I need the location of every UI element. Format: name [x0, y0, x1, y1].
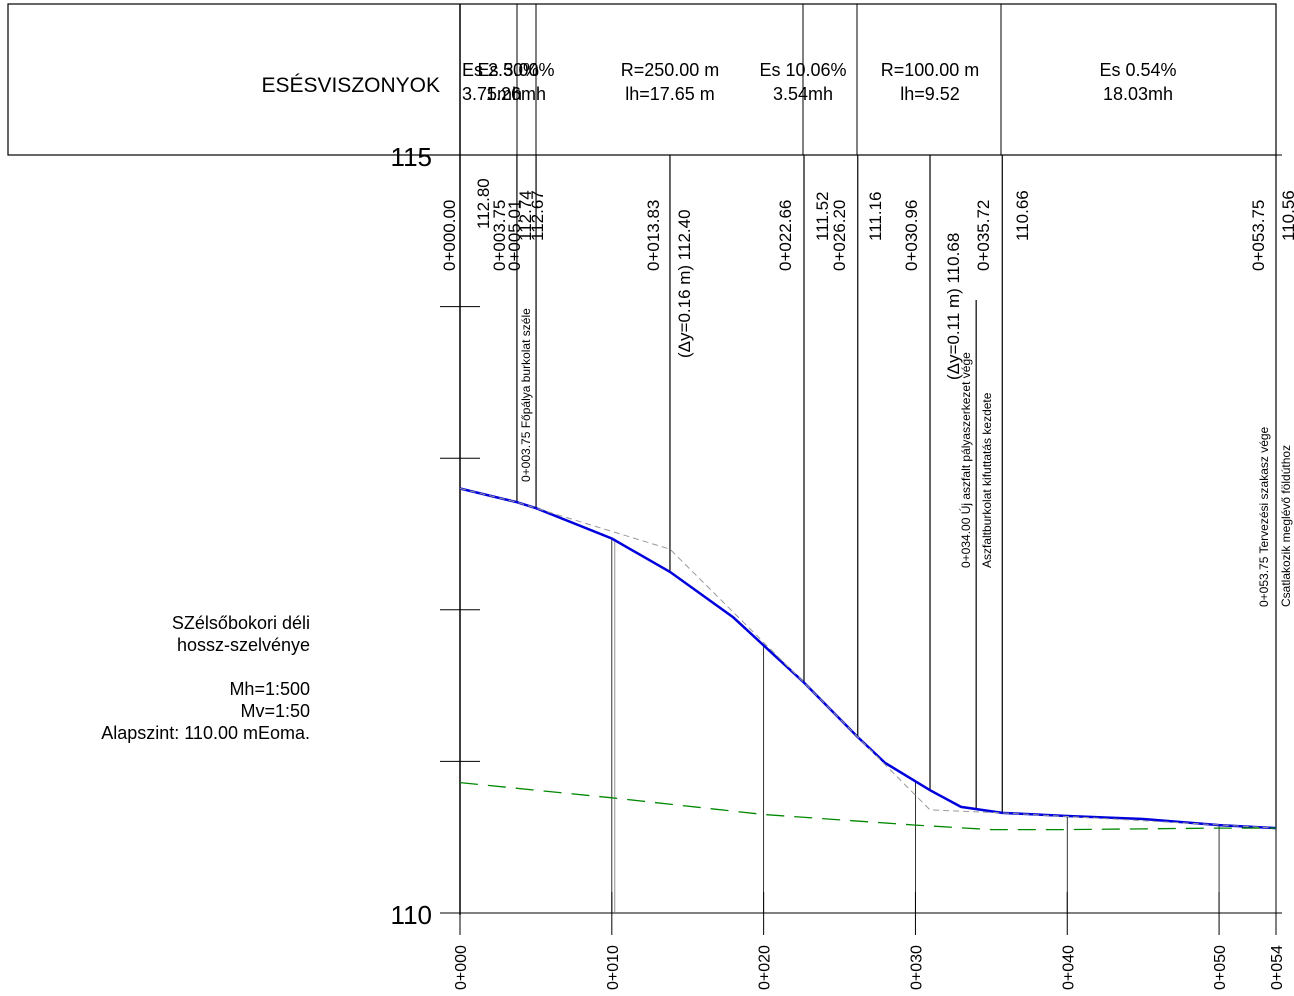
bottom-tick-label: 0+010 [605, 945, 622, 990]
station-label: 0+005.01 [505, 200, 524, 271]
header-cell-line2: 1.26mh [486, 84, 546, 104]
station-labels: 0+000.00 112.800+003.750+005.01112.74112.… [440, 178, 1294, 380]
station-label: 0+026.20 [830, 200, 849, 271]
header-cells: Es 2.50% 3.75mh Es 3.00% 1.26mh R=250.00 m lh… [462, 4, 1177, 155]
bottom-tick-label: 0+020 [757, 945, 774, 990]
station-label: (Δy=0.11 m) 110.68 [944, 233, 963, 380]
station-label: 0+035.72 [974, 200, 993, 271]
profile-info: SZélsőbokori déli hossz-szelvénye Mh=1:5… [101, 612, 310, 744]
header-cell-line1: Es 10.06% [759, 60, 846, 80]
header-box: ESÉSVISZONYOK Es 2.50% 3.75mh Es 3.00% 1.26… [7, 3, 1277, 156]
station-label: 112.74 [516, 190, 535, 241]
bottom-tick-label: 0+040 [1060, 945, 1077, 990]
annotation-text: Aszfaltburkolat kifuttatás kezdete [980, 392, 994, 568]
y-axis-bottom-label: 110 [391, 900, 432, 930]
station-lines [516, 155, 1277, 829]
series-design-grade [459, 487, 1277, 830]
profile-name-line1: SZélsőbokori déli [171, 613, 310, 633]
bottom-tick-label: 0+054 [1269, 945, 1286, 990]
annotations: 0+003.75 Főpálya burkolat széle 0+034.00 … [519, 308, 1293, 607]
station-label: 110.56 [1279, 190, 1294, 241]
header-cell-line1: R=100.00 m [881, 60, 980, 80]
station-label: 111.52 [813, 192, 832, 241]
header-cell-line1: Es 2.50% [462, 60, 539, 80]
annotation-text: 0+053.75 Tervezési szakasz vége [1257, 426, 1271, 607]
station-label: 0+022.66 [776, 200, 795, 271]
profile-name-line2: hossz-szelvénye [176, 635, 310, 655]
header-cell-line1: Es 0.54% [1099, 60, 1176, 80]
bottom-ticks: 0+000 0+010 0+020 0+030 0+040 0+050 0+054 [453, 892, 1286, 990]
station-label: 0+013.83 [644, 200, 663, 271]
header-cell-line1: Es 3.00% [477, 60, 554, 80]
station-label: 112.67 [528, 190, 547, 241]
header-cell-line2: 3.75mh [462, 84, 522, 104]
annotation-text: 0+034.00 Új aszfalt pályaszerkezet vége [958, 352, 973, 568]
series-tangent-polygon [459, 488, 1277, 829]
station-label: 110.66 [1013, 190, 1032, 241]
spacer [101, 656, 310, 678]
station-label: 0+030.96 [902, 200, 921, 271]
base-level: Alapszint: 110.00 mEoma. [101, 723, 310, 743]
annotation-text: Csatlakozik meglévő földúthoz [1279, 445, 1293, 607]
series-layer [459, 487, 1277, 831]
station-label: 0+000.00 [440, 200, 459, 271]
horizontal-scale: Mh=1:500 [229, 679, 310, 699]
station-label: 0+003.75 [490, 200, 509, 271]
station-label: 111.16 [866, 192, 885, 241]
station-label: 112.80 [474, 178, 493, 229]
header-cell-line2: lh=17.65 m [625, 84, 715, 104]
header-cell-line1: R=250.00 m [621, 60, 720, 80]
bottom-tick-label: 0+030 [908, 945, 925, 990]
y-axis-top-label: 115 [391, 142, 432, 172]
y-ticks [440, 306, 480, 762]
station-label: 0+053.75 [1249, 200, 1268, 271]
header-cell-line2: 3.54mh [773, 84, 833, 104]
vertical-scale: Mv=1:50 [240, 701, 310, 721]
annotation-text: 0+003.75 Főpálya burkolat széle [519, 308, 533, 482]
bottom-tick-label: 0+000 [453, 945, 470, 990]
header-cell-line2: 18.03mh [1103, 84, 1173, 104]
header-cell-line2: lh=9.52 [900, 84, 960, 104]
ground-verticals [611, 538, 1220, 913]
station-label: (Δy=0.16 m) 112.40 [675, 209, 694, 358]
series-existing-ground [459, 781, 1276, 831]
header-title: ESÉSVISZONYOK [261, 74, 440, 97]
bottom-tick-label: 0+050 [1212, 945, 1229, 990]
